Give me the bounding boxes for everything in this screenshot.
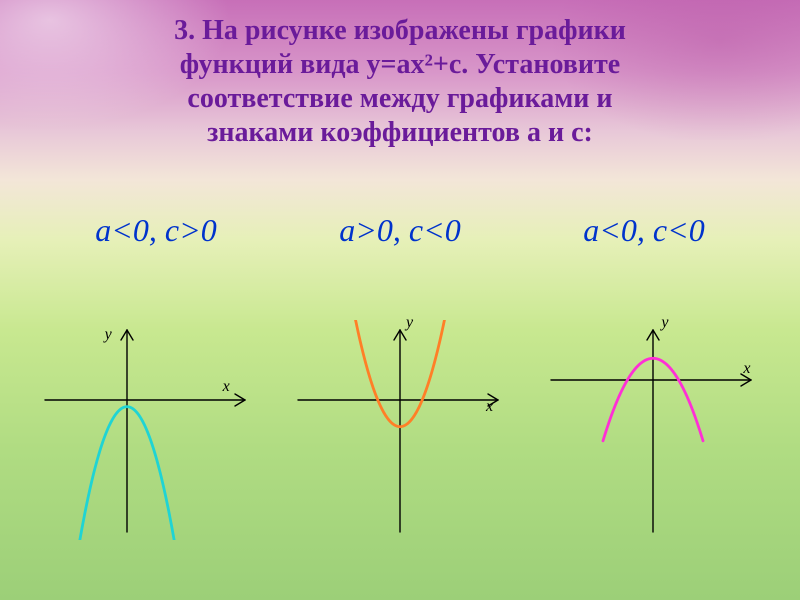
chart-2: xy <box>290 320 510 540</box>
title-line: соответствие между графиками и <box>187 83 612 114</box>
option-a: a<0, c>0 <box>95 212 216 249</box>
slide-title: 3. На рисунке изображены графики функций… <box>40 14 760 151</box>
y-axis-label: y <box>105 326 112 344</box>
option-c: a<0, c<0 <box>583 212 704 249</box>
y-axis-label: y <box>406 314 413 332</box>
y-axis-label: y <box>661 314 668 332</box>
chart-3: xy <box>543 320 763 540</box>
x-axis-label: x <box>743 360 750 378</box>
title-line: 3. На рисунке изображены графики <box>174 15 626 46</box>
x-axis-label: x <box>486 398 493 416</box>
title-line: знаками коэффициентов a и c: <box>207 117 593 148</box>
x-axis-label: x <box>223 378 230 396</box>
title-line: функций вида у=ах²+с. Установите <box>180 49 620 80</box>
options-row: a<0, c>0 a>0, c<0 a<0, c<0 <box>0 212 800 249</box>
option-b: a>0, c<0 <box>339 212 460 249</box>
chart-1: xy <box>37 320 257 540</box>
charts-row: xy xy xy <box>0 320 800 540</box>
